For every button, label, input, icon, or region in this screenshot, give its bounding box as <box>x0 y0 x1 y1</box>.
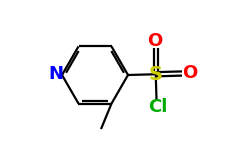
Text: Cl: Cl <box>148 98 168 116</box>
Text: O: O <box>182 64 197 82</box>
Text: N: N <box>49 65 64 83</box>
Text: S: S <box>149 65 163 84</box>
Text: O: O <box>148 32 162 50</box>
